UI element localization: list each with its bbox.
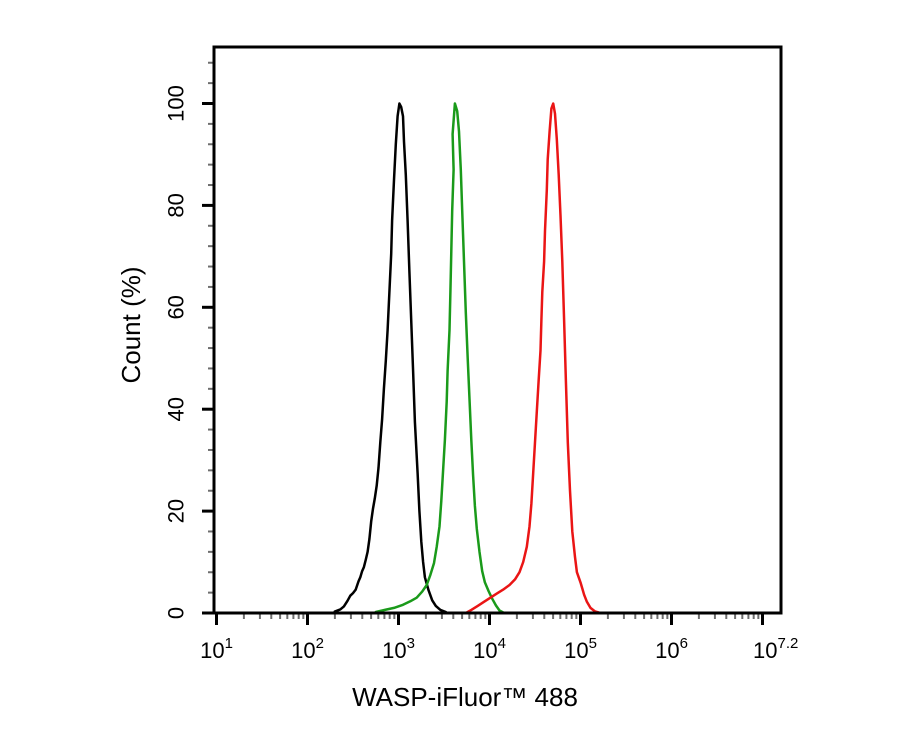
x-tick-label: 102 <box>291 635 324 663</box>
y-axis-title: Count (%) <box>116 266 146 383</box>
tick-labels-layer: 101 102 103 104 105 106 107.2 0 20 40 60 80 100 <box>164 85 799 663</box>
ticks-layer <box>202 61 764 625</box>
x-tick-label: 106 <box>655 635 688 663</box>
x-tick-label: 105 <box>564 635 597 663</box>
x-tick-label: 101 <box>200 635 233 663</box>
y-tick-label: 0 <box>164 607 189 619</box>
plot-frame <box>212 45 783 615</box>
y-tick-label: 40 <box>164 397 189 421</box>
histogram-curve-green-peak <box>374 102 505 614</box>
x-tick-label: 103 <box>382 635 415 663</box>
plot-frame-box <box>212 45 783 615</box>
curves-layer <box>333 102 600 614</box>
y-tick-label: 100 <box>164 85 189 122</box>
y-tick-label: 20 <box>164 499 189 523</box>
y-tick-label: 80 <box>164 193 189 217</box>
x-tick-label: 104 <box>473 635 506 663</box>
x-axis-title: WASP-iFluor™ 488 <box>352 682 578 712</box>
histogram-curve-black-peak <box>333 102 448 614</box>
x-tick-label: 107.2 <box>753 635 798 663</box>
y-tick-label: 60 <box>164 295 189 319</box>
histogram-curve-red-peak <box>465 102 600 614</box>
